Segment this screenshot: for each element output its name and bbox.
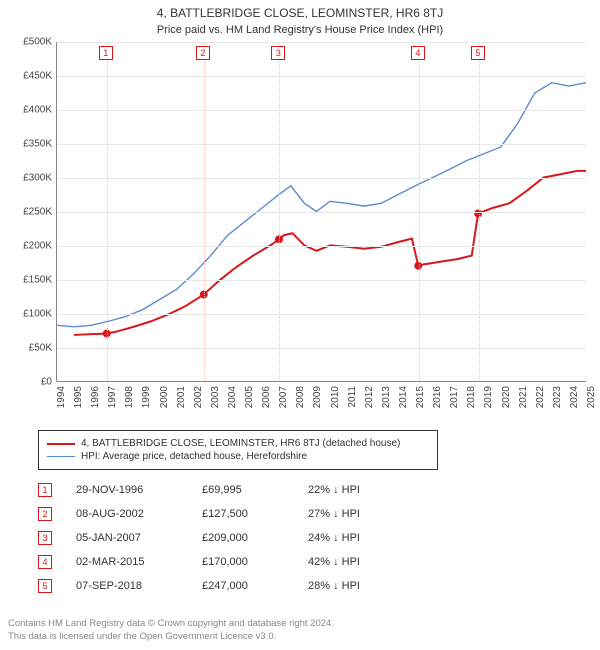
event-date: 29-NOV-1996 (76, 484, 186, 496)
events-table: 1 29-NOV-1996 £69,995 22% ↓ HPI 2 08-AUG-2002… (38, 478, 360, 598)
event-row: 5 07-SEP-2018 £247,000 28% ↓ HPI (38, 574, 360, 598)
event-badge: 5 (38, 579, 52, 593)
x-axis: 1994 1995 1996 1997 1998 1999 2000 2001 2002 2003… (56, 382, 586, 422)
event-date: 05-JAN-2007 (76, 532, 186, 544)
x-tick-label: 2009 (312, 386, 323, 408)
x-tick-label: 2025 (586, 386, 597, 408)
event-row: 2 08-AUG-2002 £127,500 27% ↓ HPI (38, 502, 360, 526)
event-badge: 3 (38, 531, 52, 545)
event-price: £69,995 (202, 484, 292, 496)
x-tick-label: 2022 (535, 386, 546, 408)
x-tick-label: 2019 (483, 386, 494, 408)
x-tick-label: 2005 (244, 386, 255, 408)
series-property (74, 171, 586, 335)
x-tick-label: 2014 (398, 386, 409, 408)
x-tick-label: 2010 (330, 386, 341, 408)
x-tick-label: 1997 (107, 386, 118, 408)
legend-swatch (47, 456, 75, 457)
legend-label: 4, BATTLEBRIDGE CLOSE, LEOMINSTER, HR6 8… (81, 438, 400, 449)
event-badge: 1 (38, 483, 52, 497)
x-tick-label: 2006 (261, 386, 272, 408)
event-badge: 4 (38, 555, 52, 569)
sale-marker-badge: 3 (271, 46, 285, 60)
x-tick-label: 2017 (449, 386, 460, 408)
x-tick-label: 2013 (381, 386, 392, 408)
x-tick-label: 2004 (227, 386, 238, 408)
x-tick-label: 2015 (415, 386, 426, 408)
attribution-line: This data is licensed under the Open Gov… (8, 631, 334, 644)
attribution: Contains HM Land Registry data © Crown c… (8, 618, 334, 644)
x-tick-label: 1999 (141, 386, 152, 408)
x-tick-label: 1994 (56, 386, 67, 408)
y-tick-label: £200K (23, 241, 52, 252)
x-tick-label: 2018 (466, 386, 477, 408)
x-tick-label: 2003 (210, 386, 221, 408)
sale-marker-badge: 5 (471, 46, 485, 60)
x-tick-label: 2021 (518, 386, 529, 408)
legend: 4, BATTLEBRIDGE CLOSE, LEOMINSTER, HR6 8… (38, 430, 438, 470)
x-tick-label: 2023 (552, 386, 563, 408)
legend-row: 4, BATTLEBRIDGE CLOSE, LEOMINSTER, HR6 8… (47, 437, 429, 450)
x-tick-label: 2000 (159, 386, 170, 408)
x-tick-label: 2001 (176, 386, 187, 408)
legend-label: HPI: Average price, detached house, Here… (81, 451, 307, 462)
x-tick-label: 2002 (193, 386, 204, 408)
sale-marker-badge: 4 (411, 46, 425, 60)
event-delta: 42% ↓ HPI (308, 556, 360, 568)
x-tick-label: 2011 (347, 386, 358, 408)
event-price: £247,000 (202, 580, 292, 592)
event-delta: 27% ↓ HPI (308, 508, 360, 520)
y-tick-label: £0 (41, 377, 52, 388)
event-delta: 28% ↓ HPI (308, 580, 360, 592)
y-tick-label: £350K (23, 139, 52, 150)
chart: £0 £50K £100K £150K £200K £250K £300K £350K £400… (8, 42, 592, 422)
x-tick-label: 2007 (278, 386, 289, 408)
plot-area (56, 42, 586, 382)
y-tick-label: £100K (23, 309, 52, 320)
event-badge: 2 (38, 507, 52, 521)
attribution-line: Contains HM Land Registry data © Crown c… (8, 618, 334, 631)
legend-swatch (47, 443, 75, 445)
event-row: 1 29-NOV-1996 £69,995 22% ↓ HPI (38, 478, 360, 502)
page-subtitle: Price paid vs. HM Land Registry's House … (0, 20, 600, 42)
event-price: £127,500 (202, 508, 292, 520)
x-tick-label: 2024 (569, 386, 580, 408)
event-price: £170,000 (202, 556, 292, 568)
y-tick-label: £150K (23, 275, 52, 286)
event-date: 07-SEP-2018 (76, 580, 186, 592)
x-tick-label: 1995 (73, 386, 84, 408)
x-tick-label: 2016 (432, 386, 443, 408)
event-row: 3 05-JAN-2007 £209,000 24% ↓ HPI (38, 526, 360, 550)
y-tick-label: £50K (29, 343, 52, 354)
y-tick-label: £450K (23, 71, 52, 82)
x-tick-label: 2020 (501, 386, 512, 408)
event-price: £209,000 (202, 532, 292, 544)
event-delta: 24% ↓ HPI (308, 532, 360, 544)
event-delta: 22% ↓ HPI (308, 484, 360, 496)
legend-row: HPI: Average price, detached house, Here… (47, 450, 429, 463)
y-tick-label: £400K (23, 105, 52, 116)
sale-marker-badge: 1 (99, 46, 113, 60)
sale-marker-badge: 2 (196, 46, 210, 60)
x-tick-label: 1996 (90, 386, 101, 408)
y-tick-label: £300K (23, 173, 52, 184)
x-tick-label: 2008 (295, 386, 306, 408)
event-row: 4 02-MAR-2015 £170,000 42% ↓ HPI (38, 550, 360, 574)
event-date: 08-AUG-2002 (76, 508, 186, 520)
y-tick-label: £500K (23, 37, 52, 48)
y-tick-label: £250K (23, 207, 52, 218)
page-title: 4, BATTLEBRIDGE CLOSE, LEOMINSTER, HR6 8… (0, 0, 600, 20)
event-date: 02-MAR-2015 (76, 556, 186, 568)
x-tick-label: 1998 (124, 386, 135, 408)
x-tick-label: 2012 (364, 386, 375, 408)
y-axis: £0£50K£100K£150K£200K£250K£300K£350K£400… (8, 42, 56, 382)
